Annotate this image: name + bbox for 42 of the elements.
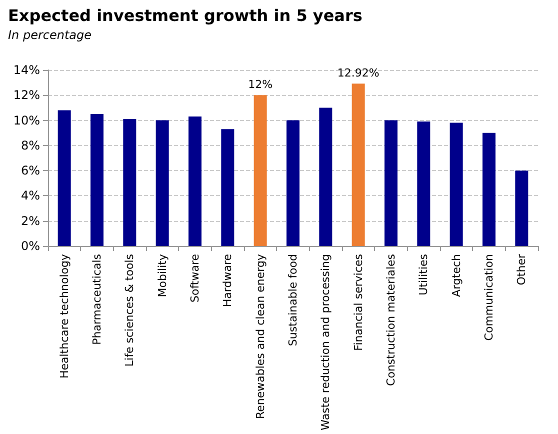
y-tick-label: 10%	[13, 113, 40, 128]
bar	[123, 119, 136, 246]
y-tick-label: 4%	[20, 188, 40, 203]
x-tick-label: Life sciences & tools	[123, 254, 136, 367]
bar	[352, 84, 365, 246]
y-tick-label: 2%	[20, 214, 40, 228]
bar	[515, 170, 528, 246]
bar	[482, 132, 496, 246]
bar	[254, 95, 267, 246]
x-tick-label: Software	[188, 254, 202, 302]
bar	[221, 129, 234, 246]
x-tick-label: Mobility	[156, 254, 169, 298]
x-tick-label: Financial services	[352, 254, 365, 351]
chart-title: Expected investment growth in 5 years	[8, 6, 362, 25]
bar	[384, 120, 398, 246]
y-tick-label: 14%	[13, 63, 40, 77]
bar	[90, 114, 104, 246]
data-label: 12%	[248, 78, 273, 92]
y-tick-label: 0%	[20, 239, 40, 253]
bar	[286, 120, 300, 246]
bar	[58, 110, 71, 246]
x-tick-label: Hardware	[221, 254, 234, 308]
x-tick-label: Pharmaceuticals	[90, 254, 104, 345]
y-tick-label: 8%	[20, 138, 40, 152]
x-tick-label: Communication	[482, 254, 496, 341]
bar	[417, 122, 430, 246]
x-tick-label: Construction materiales	[384, 254, 398, 386]
x-tick-label: Waste reduction and processing	[319, 254, 332, 430]
x-tick-label: Utilities	[417, 254, 430, 296]
x-tick-label: Renewables and clean energy	[254, 254, 267, 420]
data-label: 12.92%	[337, 66, 380, 80]
chart-subtitle: In percentage	[8, 28, 92, 42]
x-tick-label: Argtech	[450, 254, 463, 297]
y-tick-label: 6%	[20, 164, 40, 178]
bar	[188, 116, 202, 246]
bar	[450, 122, 463, 246]
bar	[319, 108, 332, 246]
y-tick-label: 12%	[13, 88, 40, 102]
x-tick-label: Healthcare technology	[58, 254, 71, 379]
bar	[156, 120, 169, 246]
x-tick-label: Sustainable food	[286, 254, 300, 346]
x-tick-label: Other	[515, 254, 528, 286]
